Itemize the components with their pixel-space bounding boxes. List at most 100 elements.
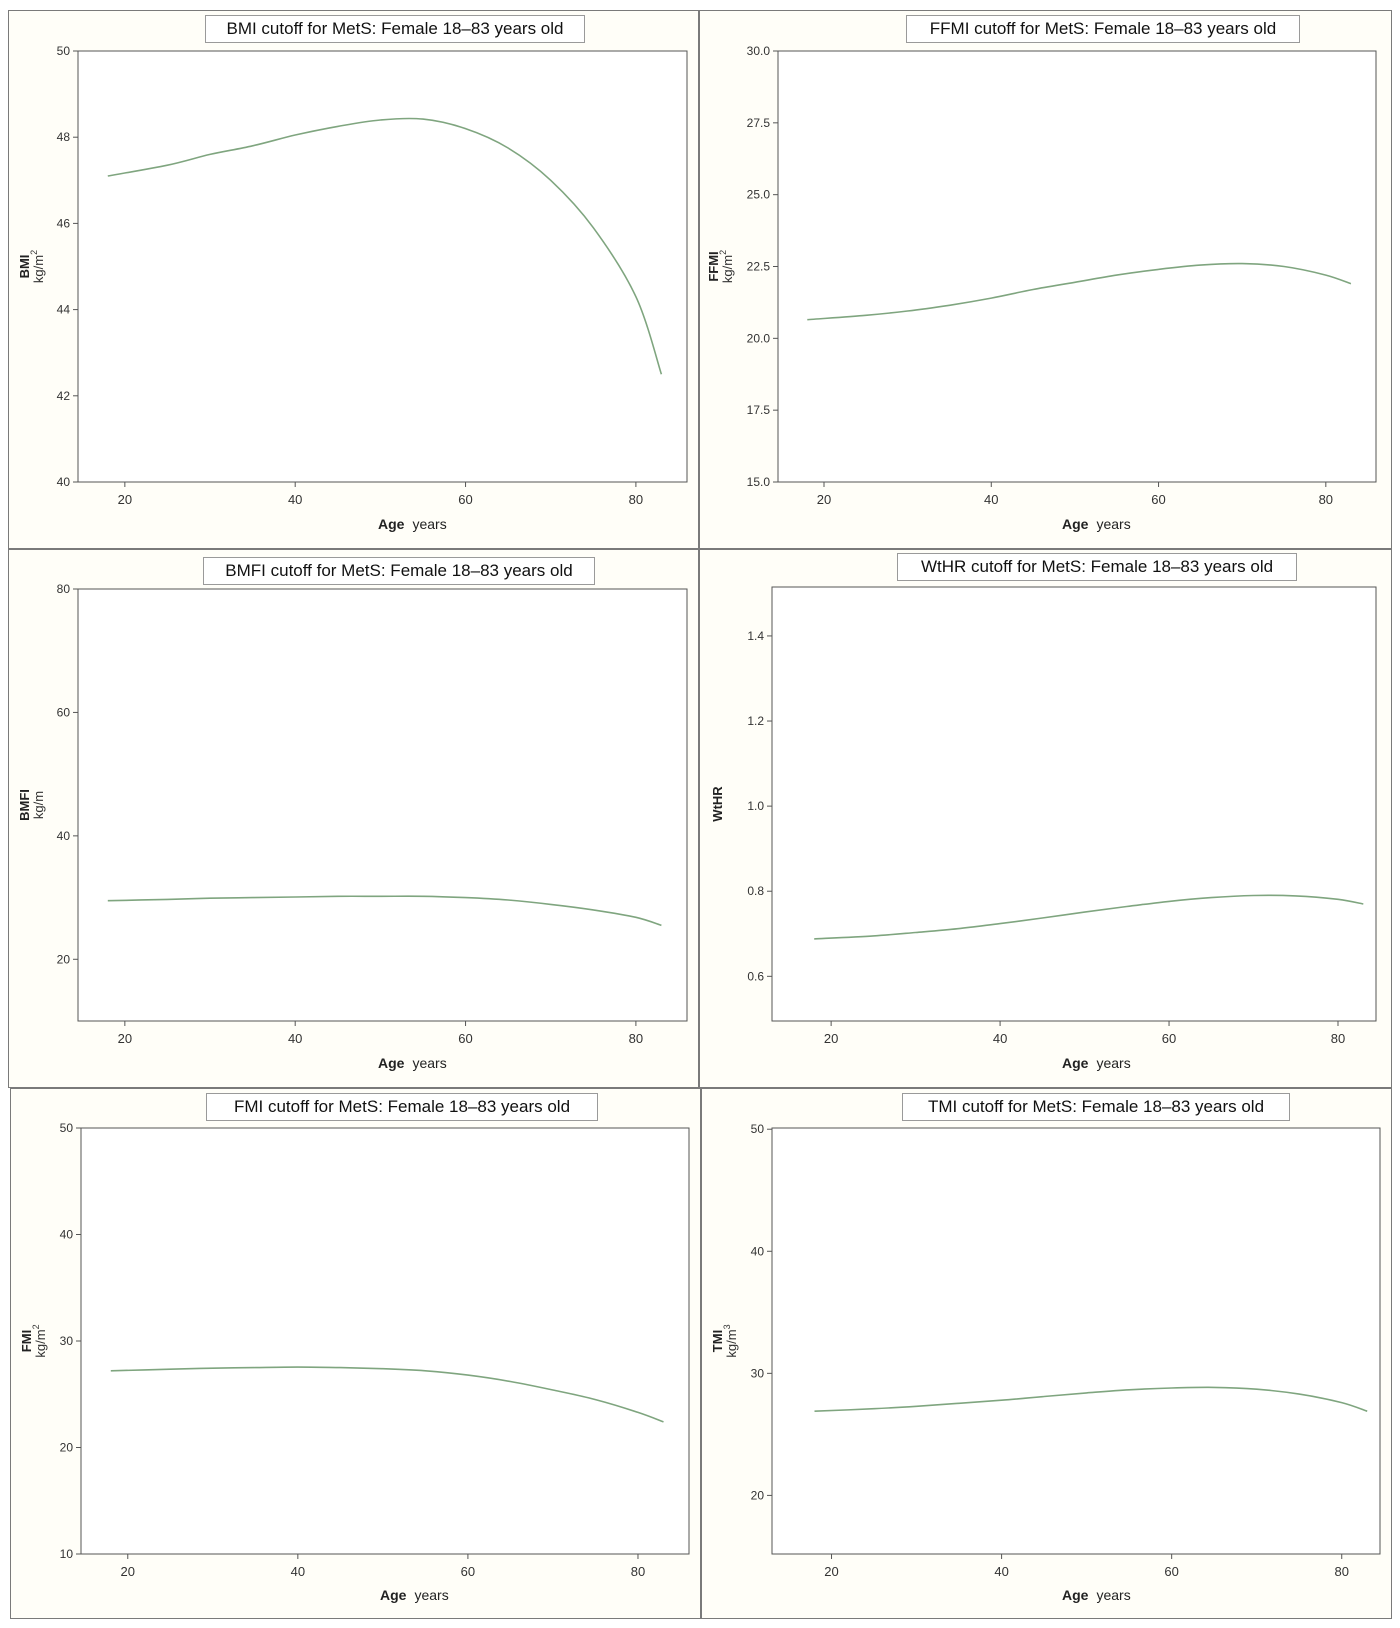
chart-panel-tmi: TMI cutoff for MetS: Female 18–83 years … [701,1088,1392,1619]
y-axis-title: BMI [17,255,32,279]
x-axis-unit: years [1096,516,1130,532]
y-axis-title: BMFI [17,789,32,821]
plot-area [77,588,688,1022]
plot-area [777,50,1377,483]
y-axis-label: FFMI kg/m2 [706,250,735,283]
chart-panel-bmfi: BMFI cutoff for MetS: Female 18–83 years… [8,549,699,1088]
y-tick-label: 20 [60,1441,74,1455]
x-tick-label: 80 [1319,492,1333,507]
x-axis-label: Age years [1062,1055,1131,1071]
x-tick-label: 20 [824,1031,838,1046]
y-axis-label: TMI kg/m3 [710,1324,739,1357]
x-axis-title: Age [380,1587,407,1603]
series-line [110,1366,664,1423]
y-axis-title: TMI [710,1330,725,1352]
y-tick-label: 30 [60,1334,74,1348]
y-tick-label: 20 [751,1488,765,1502]
y-axis-unit-base: kg/m [31,791,46,819]
y-axis-title: WtHR [710,786,725,822]
y-axis-unit: kg/m2 [31,1324,48,1357]
y-tick-label: 50 [751,1122,765,1136]
y-axis-unit: kg/m [31,791,46,819]
y-axis-unit-base: kg/m [31,255,46,283]
y-tick-label: 30.0 [747,44,771,58]
series-line [814,894,1364,940]
y-tick-label: 27.5 [747,116,771,130]
y-tick-label: 80 [57,582,71,596]
y-axis-label: BMI kg/m2 [17,250,46,283]
chart-title: TMI cutoff for MetS: Female 18–83 years … [902,1093,1290,1121]
y-tick-label: 20.0 [747,331,771,345]
y-tick-label: 50 [60,1121,74,1135]
y-tick-label: 48 [57,130,71,144]
y-tick-label: 22.5 [747,260,771,274]
y-tick-label: 30 [751,1366,765,1380]
y-axis-unit-base: kg/m [33,1329,48,1357]
plot-area [77,50,688,483]
y-tick-label: 40 [60,1228,74,1242]
x-axis-unit: years [1096,1055,1130,1071]
y-axis-title: FMI [19,1330,34,1352]
x-axis-label: Age years [378,1055,447,1071]
chart-panel-fmi: FMI cutoff for MetS: Female 18–83 years … [10,1088,701,1619]
x-tick-label: 40 [288,1031,302,1046]
x-axis-unit: years [414,1587,448,1603]
x-axis-unit: years [1096,1587,1130,1603]
y-tick-label: 1.2 [747,714,764,728]
x-tick-label: 80 [631,1564,645,1579]
x-tick-label: 60 [1151,492,1165,507]
y-tick-label: 40 [57,829,71,843]
y-tick-label: 1.4 [747,629,764,643]
x-tick-label: 40 [993,1031,1007,1046]
chart-svg: 10 20 30 40 50 20 40 60 80 Age years FMI kg/m2 [19,1121,690,1603]
plot-area [771,586,1377,1022]
x-axis-label: Age years [1062,1587,1131,1603]
x-tick-label: 60 [458,492,472,507]
x-tick-label: 60 [1164,1564,1178,1579]
x-tick-label: 80 [629,492,643,507]
x-axis-label: Age years [378,516,447,532]
x-tick-label: 80 [629,1031,643,1046]
x-tick-label: 40 [288,492,302,507]
y-axis-unit-exponent: 2 [718,250,728,255]
y-axis-unit: kg/m3 [722,1324,739,1357]
x-axis-title: Age [1062,1587,1089,1603]
x-tick-label: 60 [1162,1031,1176,1046]
x-tick-label: 80 [1331,1031,1345,1046]
y-tick-label: 42 [57,389,71,403]
series-line [107,117,663,375]
x-tick-label: 40 [994,1564,1008,1579]
x-axis-label: Age years [1062,516,1131,532]
x-tick-label: 20 [824,1564,838,1579]
chart-panel-wthr: WtHR cutoff for MetS: Female 18–83 years… [699,549,1392,1088]
chart-title: BMI cutoff for MetS: Female 18–83 years … [205,15,585,43]
y-tick-label: 50 [57,44,71,58]
y-axis-title: FFMI [706,251,721,281]
y-tick-label: 1.0 [747,799,764,813]
x-tick-label: 40 [984,492,998,507]
y-axis-label: BMFI kg/m [17,789,46,821]
x-axis-title: Age [1062,516,1089,532]
y-axis-unit-exponent: 2 [31,1324,41,1329]
y-axis-unit-exponent: 2 [29,250,39,255]
y-axis-unit: kg/m2 [718,250,735,283]
x-tick-label: 80 [1334,1564,1348,1579]
chart-svg: 40 42 44 46 48 50 20 40 60 80 Age years BMI kg/m2 [17,44,688,532]
chart-title: BMFI cutoff for MetS: Female 18–83 years… [203,557,595,585]
y-tick-label: 15.0 [747,475,771,489]
plot-area [771,1127,1381,1555]
x-axis-title: Age [378,1055,405,1071]
y-tick-label: 25.0 [747,188,771,202]
y-tick-label: 20 [57,952,71,966]
y-axis-unit-base: kg/m [720,255,735,283]
y-axis-unit: kg/m2 [29,250,46,283]
y-tick-label: 0.8 [747,884,764,898]
chart-title: WtHR cutoff for MetS: Female 18–83 years… [897,553,1297,581]
x-axis-unit: years [412,1055,446,1071]
x-tick-label: 20 [817,492,831,507]
y-axis-label: WtHR [710,786,725,822]
y-tick-label: 60 [57,705,71,719]
y-tick-label: 40 [751,1244,765,1258]
chart-title: FMI cutoff for MetS: Female 18–83 years … [206,1093,598,1121]
chart-title: FFMI cutoff for MetS: Female 18–83 years… [906,15,1300,43]
